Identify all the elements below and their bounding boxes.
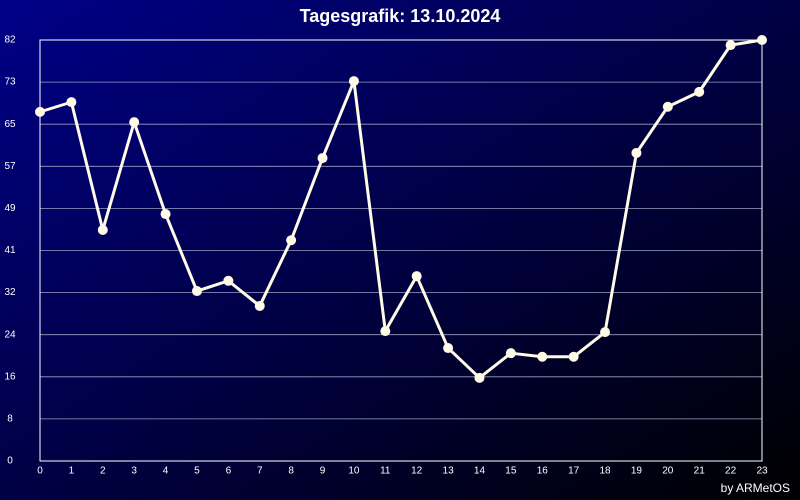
x-tick-label: 9 [320, 466, 326, 477]
line [39, 38, 763, 380]
y-tick-label: 57 [4, 161, 16, 172]
chart-title: Tagesgrafik: 13.10.2024 [300, 6, 501, 26]
point [317, 153, 328, 164]
point [757, 35, 767, 45]
x-tick-label: 2 [100, 466, 106, 477]
point [380, 326, 391, 337]
x-tick-label: 18 [599, 466, 611, 477]
y-tick-label: 16 [4, 371, 16, 382]
point [443, 343, 454, 354]
point [223, 275, 234, 286]
point [505, 348, 516, 359]
y-tick-label: 0 [7, 456, 13, 467]
point [474, 372, 485, 383]
point [286, 235, 297, 246]
point [411, 271, 422, 282]
x-tick-label: 16 [537, 466, 549, 477]
credit: by ARMetOS [721, 481, 790, 495]
x-tick-label: 0 [37, 466, 43, 477]
point [35, 106, 45, 117]
x-tick-label: 13 [443, 466, 455, 477]
x-tick-label: 23 [756, 466, 768, 477]
x-tick-label: 7 [257, 466, 263, 477]
plot-border [39, 39, 763, 462]
point [725, 40, 736, 51]
x-tick-label: 12 [411, 466, 423, 477]
point [694, 86, 705, 97]
x-tick-label: 21 [694, 466, 706, 477]
point [254, 300, 265, 311]
x-tick-label: 6 [226, 466, 232, 477]
x-tick-label: 4 [163, 466, 169, 477]
x-tick-label: 14 [474, 466, 486, 477]
y-tick-label: 73 [4, 77, 16, 88]
x-tick-label: 10 [348, 466, 360, 477]
y-tick-label: 8 [7, 414, 13, 425]
point [348, 76, 359, 87]
y-tick-label: 65 [4, 119, 16, 130]
x-tick-label: 1 [69, 466, 75, 477]
point [160, 209, 171, 220]
point [537, 351, 548, 362]
x-tick-label: 17 [568, 466, 580, 477]
point [568, 351, 579, 362]
x-tick-label: 8 [288, 466, 294, 477]
point [600, 327, 611, 338]
y-tick-label: 49 [4, 203, 16, 214]
y-tick-label: 82 [4, 35, 16, 46]
x-tick-label: 11 [380, 466, 391, 477]
x-tick-label: 19 [631, 466, 643, 477]
y-tick-label: 32 [4, 287, 16, 298]
point [129, 117, 140, 128]
point [662, 101, 673, 112]
x-tick-label: 3 [131, 466, 137, 477]
y-tick-label: 24 [4, 329, 16, 340]
x-tick-label: 15 [505, 466, 517, 477]
x-tick-label: 20 [662, 466, 674, 477]
point [191, 286, 202, 297]
point [66, 97, 77, 108]
y-tick-label: 41 [4, 245, 16, 256]
x-tick-label: 5 [194, 466, 200, 477]
x-tick-label: 22 [725, 466, 737, 477]
point [631, 147, 642, 158]
point [97, 224, 108, 235]
